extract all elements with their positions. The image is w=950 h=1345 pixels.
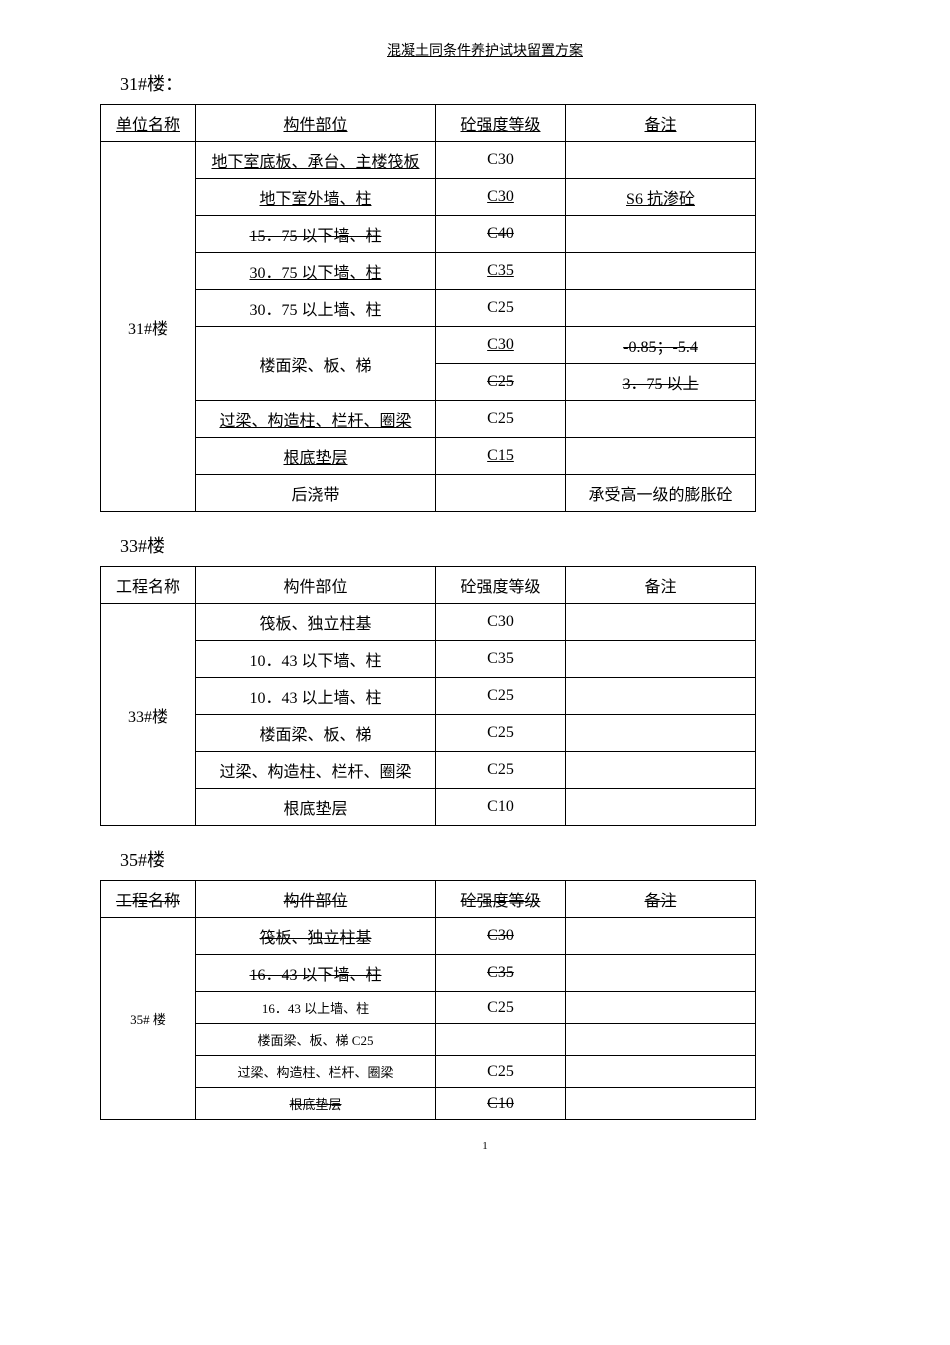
table-header: 构件部位 [196, 567, 436, 604]
grade-cell: C25 [436, 290, 566, 327]
component-cell: 根底垫层 [196, 789, 436, 826]
grade-cell: C10 [436, 1088, 566, 1120]
doc-title: 混凝土同条件养护试块留置方案 [100, 40, 870, 60]
component-cell: 楼面梁、板、梯 [196, 327, 436, 401]
remark-cell [566, 290, 756, 327]
component-cell: 16．43 以下墙、柱 [196, 955, 436, 992]
table-header: 砼强度等级 [436, 881, 566, 918]
component-cell: 过梁、构造柱、栏杆、圈梁 [196, 1056, 436, 1088]
grade-cell: C25 [436, 364, 566, 401]
page-number: 1 [100, 1140, 870, 1152]
component-cell: 16．43 以上墙、柱 [196, 992, 436, 1024]
remark-cell [566, 438, 756, 475]
data-table: 工程名称构件部位砼强度等级备注 33#楼筏板、独立柱基C3010．43 以下墙、柱… [100, 566, 756, 826]
component-cell: 根底垫层 [196, 438, 436, 475]
remark-cell [566, 216, 756, 253]
table-header: 砼强度等级 [436, 567, 566, 604]
remark-cell [566, 641, 756, 678]
component-cell: 根底垫层 [196, 1088, 436, 1120]
grade-cell: C30 [436, 327, 566, 364]
grade-cell: C35 [436, 641, 566, 678]
component-cell: 后浇带 [196, 475, 436, 512]
table-header: 工程名称 [101, 567, 196, 604]
unit-name-cell: 33#楼 [101, 604, 196, 826]
component-cell: 地下室外墙、柱 [196, 179, 436, 216]
grade-cell: C10 [436, 789, 566, 826]
remark-cell [566, 604, 756, 641]
component-cell: 30．75 以下墙、柱 [196, 253, 436, 290]
component-cell: 30．75 以上墙、柱 [196, 290, 436, 327]
grade-cell: C25 [436, 678, 566, 715]
table-header: 砼强度等级 [436, 105, 566, 142]
remark-cell [566, 789, 756, 826]
table-header: 工程名称 [101, 881, 196, 918]
data-table: 工程名称构件部位砼强度等级备注 35# 楼筏板、独立柱基C3016．43 以下墙、… [100, 880, 756, 1120]
remark-cell [566, 142, 756, 179]
remark-cell [566, 715, 756, 752]
component-cell: 10．43 以上墙、柱 [196, 678, 436, 715]
section-title: 33#楼 [120, 532, 870, 558]
component-cell: 地下室底板、承台、主楼筏板 [196, 142, 436, 179]
grade-cell: C30 [436, 604, 566, 641]
table-header: 单位名称 [101, 105, 196, 142]
data-table: 单位名称构件部位砼强度等级备注31#楼地下室底板、承台、主楼筏板C30地下室外墙… [100, 104, 756, 512]
remark-cell [566, 955, 756, 992]
component-cell: 楼面梁、板、梯 C25 [196, 1024, 436, 1056]
component-cell: 筏板、独立柱基 [196, 604, 436, 641]
grade-cell: C25 [436, 1056, 566, 1088]
component-cell: 10．43 以下墙、柱 [196, 641, 436, 678]
component-cell: 过梁、构造柱、栏杆、圈梁 [196, 752, 436, 789]
remark-cell [566, 1056, 756, 1088]
grade-cell: C30 [436, 179, 566, 216]
grade-cell: C25 [436, 715, 566, 752]
remark-cell [566, 253, 756, 290]
component-cell: 楼面梁、板、梯 [196, 715, 436, 752]
remark-cell [566, 678, 756, 715]
table-header: 备注 [566, 105, 756, 142]
grade-cell [436, 475, 566, 512]
table-header: 备注 [566, 567, 756, 604]
remark-cell [566, 401, 756, 438]
remark-cell [566, 752, 756, 789]
grade-cell: C30 [436, 142, 566, 179]
remark-cell [566, 918, 756, 955]
component-cell: 过梁、构造柱、栏杆、圈梁 [196, 401, 436, 438]
grade-cell: C25 [436, 401, 566, 438]
remark-cell: 承受高一级的膨胀砼 [566, 475, 756, 512]
unit-name-cell: 35# 楼 [101, 918, 196, 1120]
tables-container: 31#楼：单位名称构件部位砼强度等级备注31#楼地下室底板、承台、主楼筏板C30… [100, 70, 870, 1120]
remark-cell: S6 抗渗砼 [566, 179, 756, 216]
grade-cell: C30 [436, 918, 566, 955]
remark-cell [566, 1088, 756, 1120]
grade-cell: C25 [436, 752, 566, 789]
remark-cell [566, 1024, 756, 1056]
remark-cell: -0.85；-5.4 [566, 327, 756, 364]
grade-cell [436, 1024, 566, 1056]
component-cell: 筏板、独立柱基 [196, 918, 436, 955]
component-cell: 15．75 以下墙、柱 [196, 216, 436, 253]
grade-cell: C35 [436, 955, 566, 992]
section-title: 35#楼 [120, 846, 870, 872]
unit-name-cell: 31#楼 [101, 142, 196, 512]
remark-cell: 3．75 以上 [566, 364, 756, 401]
table-header: 备注 [566, 881, 756, 918]
grade-cell: C35 [436, 253, 566, 290]
grade-cell: C25 [436, 992, 566, 1024]
grade-cell: C40 [436, 216, 566, 253]
table-header: 构件部位 [196, 105, 436, 142]
grade-cell: C15 [436, 438, 566, 475]
table-header: 构件部位 [196, 881, 436, 918]
section-title: 31#楼： [120, 70, 870, 96]
remark-cell [566, 992, 756, 1024]
